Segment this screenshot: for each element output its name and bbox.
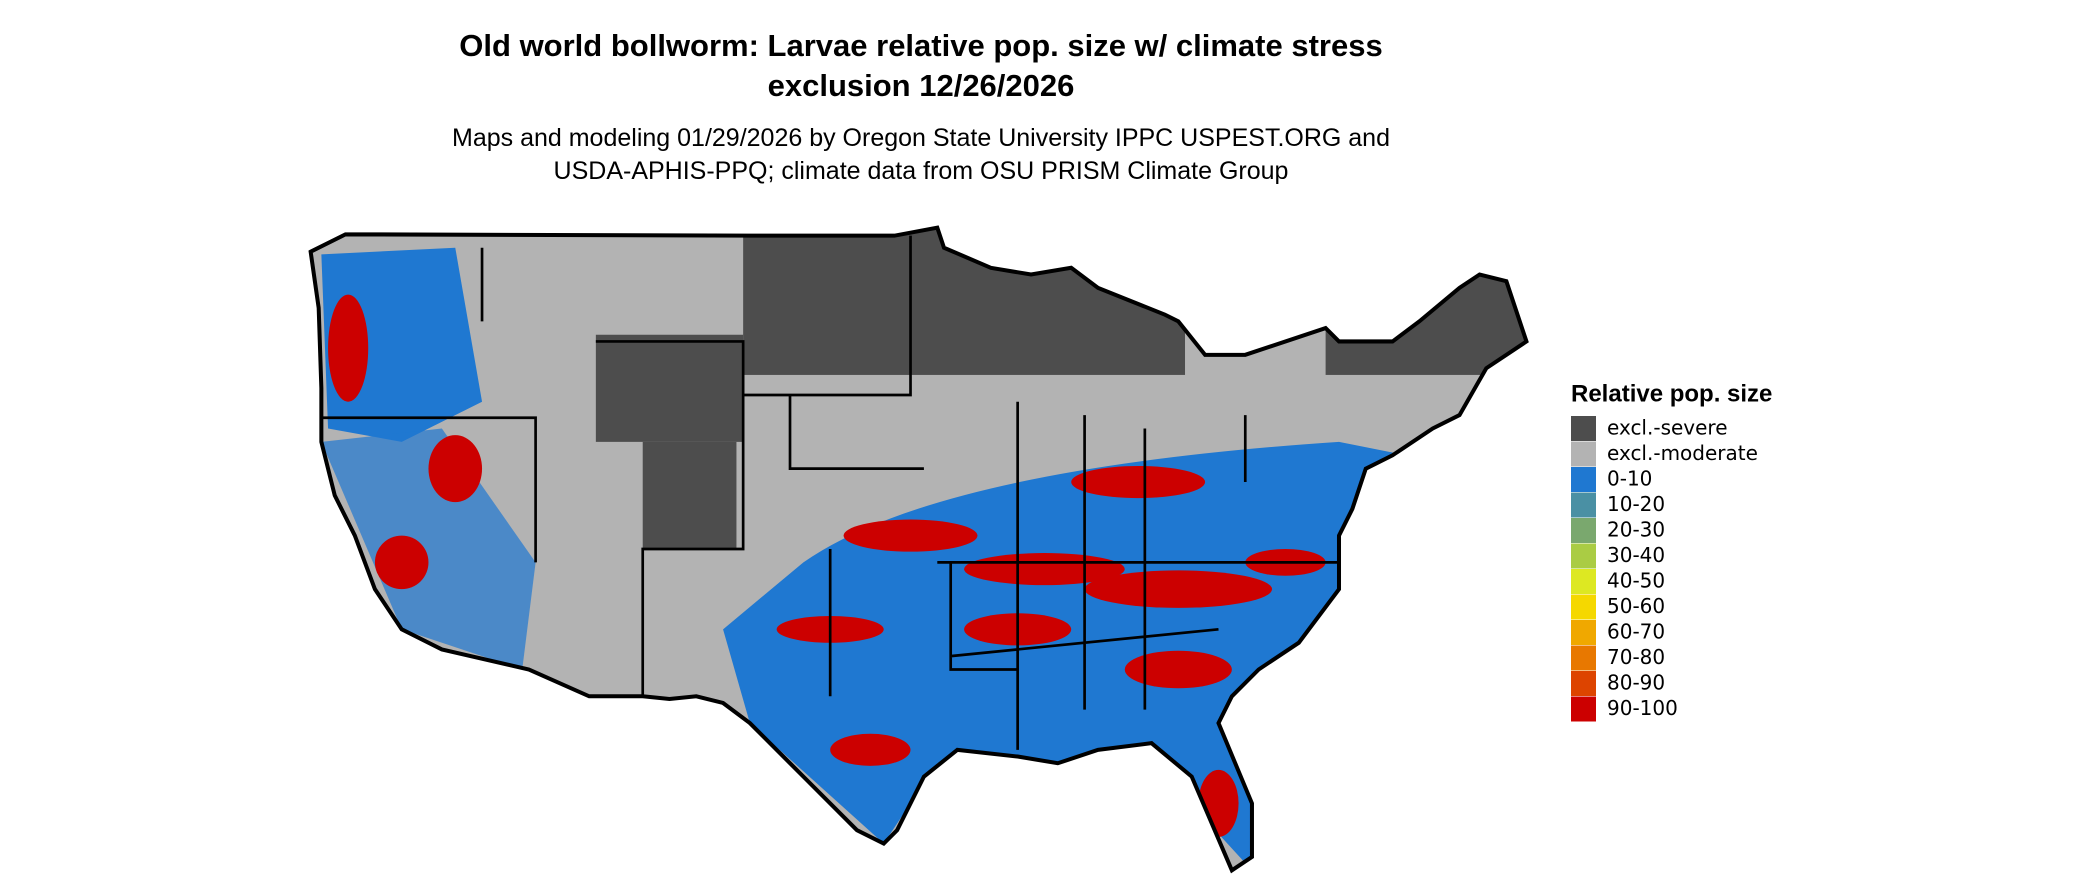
subtitle: USDA-APHIS-PPQ; climate data from OSU PR… xyxy=(553,157,1289,185)
legend-label: 30-40 xyxy=(1607,543,1665,567)
us-map xyxy=(295,214,1554,892)
title: exclusion 12/26/2026 xyxy=(767,68,1075,103)
legend-swatch xyxy=(1571,543,1596,569)
title: Old world bollworm: Larvae relative pop.… xyxy=(459,28,1383,63)
legend-swatch xyxy=(1571,569,1596,594)
legend-label: excl.-moderate xyxy=(1607,441,1758,465)
legend-swatch xyxy=(1571,416,1596,441)
legend-swatch xyxy=(1571,620,1596,645)
legend-label: excl.-severe xyxy=(1607,416,1728,440)
legend-label: 40-50 xyxy=(1607,569,1665,593)
legend-label: 80-90 xyxy=(1607,671,1665,695)
legend-swatch xyxy=(1571,492,1596,518)
legend-label: 60-70 xyxy=(1607,620,1665,644)
legend-label: 50-60 xyxy=(1607,594,1665,618)
legend-swatch xyxy=(1571,594,1596,620)
legend-swatch xyxy=(1571,441,1596,467)
legend-label: 10-20 xyxy=(1607,492,1665,516)
legend-swatch xyxy=(1571,671,1596,696)
legend-label: 20-30 xyxy=(1607,518,1665,542)
subtitle: Maps and modeling 01/29/2026 by Oregon S… xyxy=(452,124,1390,152)
legend-label: 0-10 xyxy=(1607,467,1652,491)
legend-swatch xyxy=(1571,467,1596,492)
legend-label: 90-100 xyxy=(1607,696,1678,720)
legend-swatch xyxy=(1571,645,1596,671)
legend-label: 70-80 xyxy=(1607,645,1665,669)
legend-swatch xyxy=(1571,696,1596,722)
legend-swatch xyxy=(1571,518,1596,543)
legend-title: Relative pop. size xyxy=(1571,380,1772,407)
